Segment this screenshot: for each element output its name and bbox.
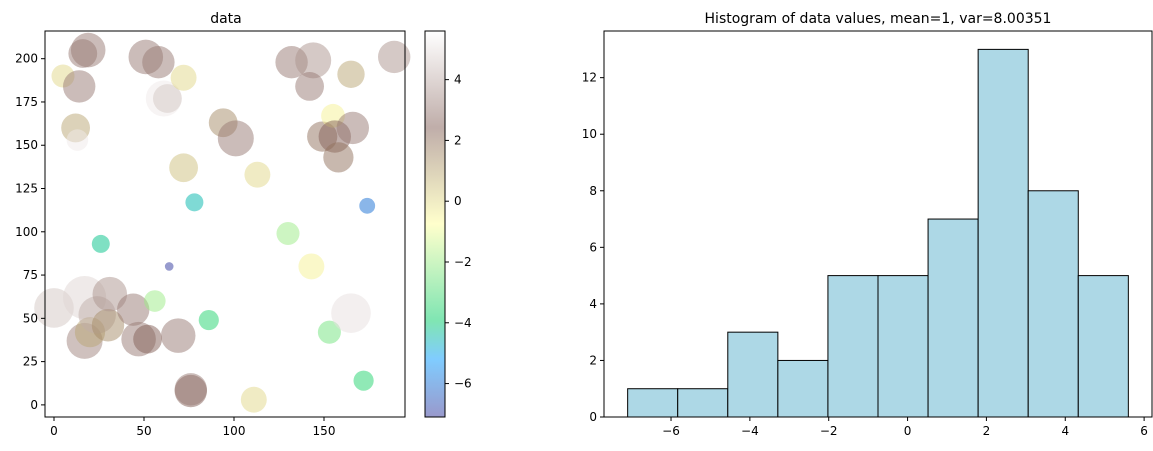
scatter-point [70, 32, 106, 68]
histogram-y-axis: 0 2 4 6 8 10 12 [582, 71, 604, 424]
y-tick-label: 2 [589, 353, 597, 367]
scatter-point [92, 276, 128, 312]
colorbar-tick-label: 2 [454, 133, 462, 147]
scatter-point [164, 262, 174, 271]
y-tick-label: 125 [15, 182, 38, 196]
y-tick-label: 0 [589, 410, 597, 424]
x-tick-label: 2 [983, 424, 991, 438]
scatter-y-axis: 0 25 50 75 100 125 150 175 200 [15, 52, 45, 412]
colorbar-ticks: −6 −4 −2 0 2 4 [445, 73, 472, 391]
scatter-point [295, 42, 332, 79]
scatter-point [153, 84, 182, 113]
scatter-point [198, 309, 219, 331]
x-tick-label: 150 [313, 424, 336, 438]
histogram-bar [877, 275, 929, 418]
scatter-point [117, 293, 150, 326]
colorbar-frame [424, 30, 446, 418]
y-tick-label: 4 [589, 297, 597, 311]
y-tick-label: 12 [582, 71, 597, 85]
y-tick-label: 10 [582, 127, 597, 141]
scatter-point [295, 71, 324, 101]
x-tick-label: 6 [1140, 424, 1148, 438]
colorbar-tick-label: −2 [454, 255, 472, 269]
scatter-point [144, 290, 166, 312]
colorbar-tick-label: 4 [454, 73, 462, 87]
scatter-title: data [210, 11, 242, 27]
scatter-point [160, 318, 196, 353]
x-tick-label: 100 [223, 424, 246, 438]
scatter-point [378, 40, 411, 74]
y-tick-label: 200 [15, 52, 38, 66]
histogram-bar [627, 388, 679, 418]
scatter-panel: data 0 50 100 150 0 25 50 75 100 125 150 175 200 [15, 11, 411, 438]
histogram-bar [827, 275, 879, 418]
histogram-bar [977, 48, 1029, 418]
y-tick-label: 75 [23, 268, 38, 282]
scatter-point [298, 253, 325, 280]
scatter-point [323, 142, 354, 173]
scatter-axes-frame [44, 30, 406, 418]
colorbar-gradient [425, 31, 445, 417]
x-tick-label: −6 [662, 424, 680, 438]
y-tick-label: 6 [589, 240, 597, 254]
scatter-point [66, 129, 89, 151]
scatter-point [217, 120, 254, 157]
histogram-bar [927, 218, 979, 418]
y-tick-label: 150 [15, 138, 38, 152]
scatter-point [244, 161, 271, 188]
scatter-point [91, 234, 110, 253]
y-tick-label: 0 [30, 398, 38, 412]
x-tick-label: 0 [904, 424, 912, 438]
y-tick-label: 175 [15, 95, 38, 109]
scatter-x-axis: 0 50 100 150 [50, 417, 335, 438]
y-tick-label: 25 [23, 355, 38, 369]
scatter-point [331, 293, 371, 333]
scatter-point [91, 309, 125, 342]
colorbar-tick-label: −6 [454, 377, 472, 391]
histogram-panel: Histogram of data values, mean=1, var=8.… [582, 11, 1153, 438]
colorbar-tick-label: 0 [454, 194, 462, 208]
scatter-point [276, 222, 300, 246]
colorbar-tick-label: −4 [454, 316, 472, 330]
histogram-axes-frame [603, 30, 1153, 418]
y-tick-label: 50 [23, 311, 38, 325]
histogram-title: Histogram of data values, mean=1, var=8.… [705, 11, 1052, 27]
x-tick-label: 50 [136, 424, 151, 438]
scatter-point [240, 386, 267, 413]
scatter-point [62, 70, 96, 103]
x-tick-label: 0 [50, 424, 58, 438]
histogram-bar [1027, 190, 1079, 418]
histogram-bar [1077, 275, 1129, 418]
scatter-point [133, 324, 163, 354]
x-tick-label: −2 [820, 424, 838, 438]
scatter-point [353, 370, 374, 391]
colorbar: −6 −4 −2 0 2 4 [424, 30, 472, 418]
histogram-bars [627, 48, 1129, 418]
y-tick-label: 8 [589, 184, 597, 198]
x-tick-label: −4 [741, 424, 759, 438]
scatter-point [337, 60, 365, 88]
scatter-point [185, 193, 204, 212]
histogram-bar [677, 388, 729, 418]
scatter-point [359, 197, 376, 214]
histogram-bar [777, 359, 829, 418]
x-tick-label: 4 [1061, 424, 1069, 438]
histogram-bar [727, 331, 779, 418]
scatter-point [174, 373, 207, 406]
scatter-point [170, 64, 197, 91]
histogram-x-axis: −6 −4 −2 0 2 4 6 [662, 417, 1148, 438]
y-tick-label: 100 [15, 225, 38, 239]
scatter-point [317, 320, 341, 344]
scatter-point [142, 45, 175, 79]
scatter-point [169, 153, 199, 183]
scatter-points [34, 32, 411, 413]
scatter-point [336, 111, 369, 145]
